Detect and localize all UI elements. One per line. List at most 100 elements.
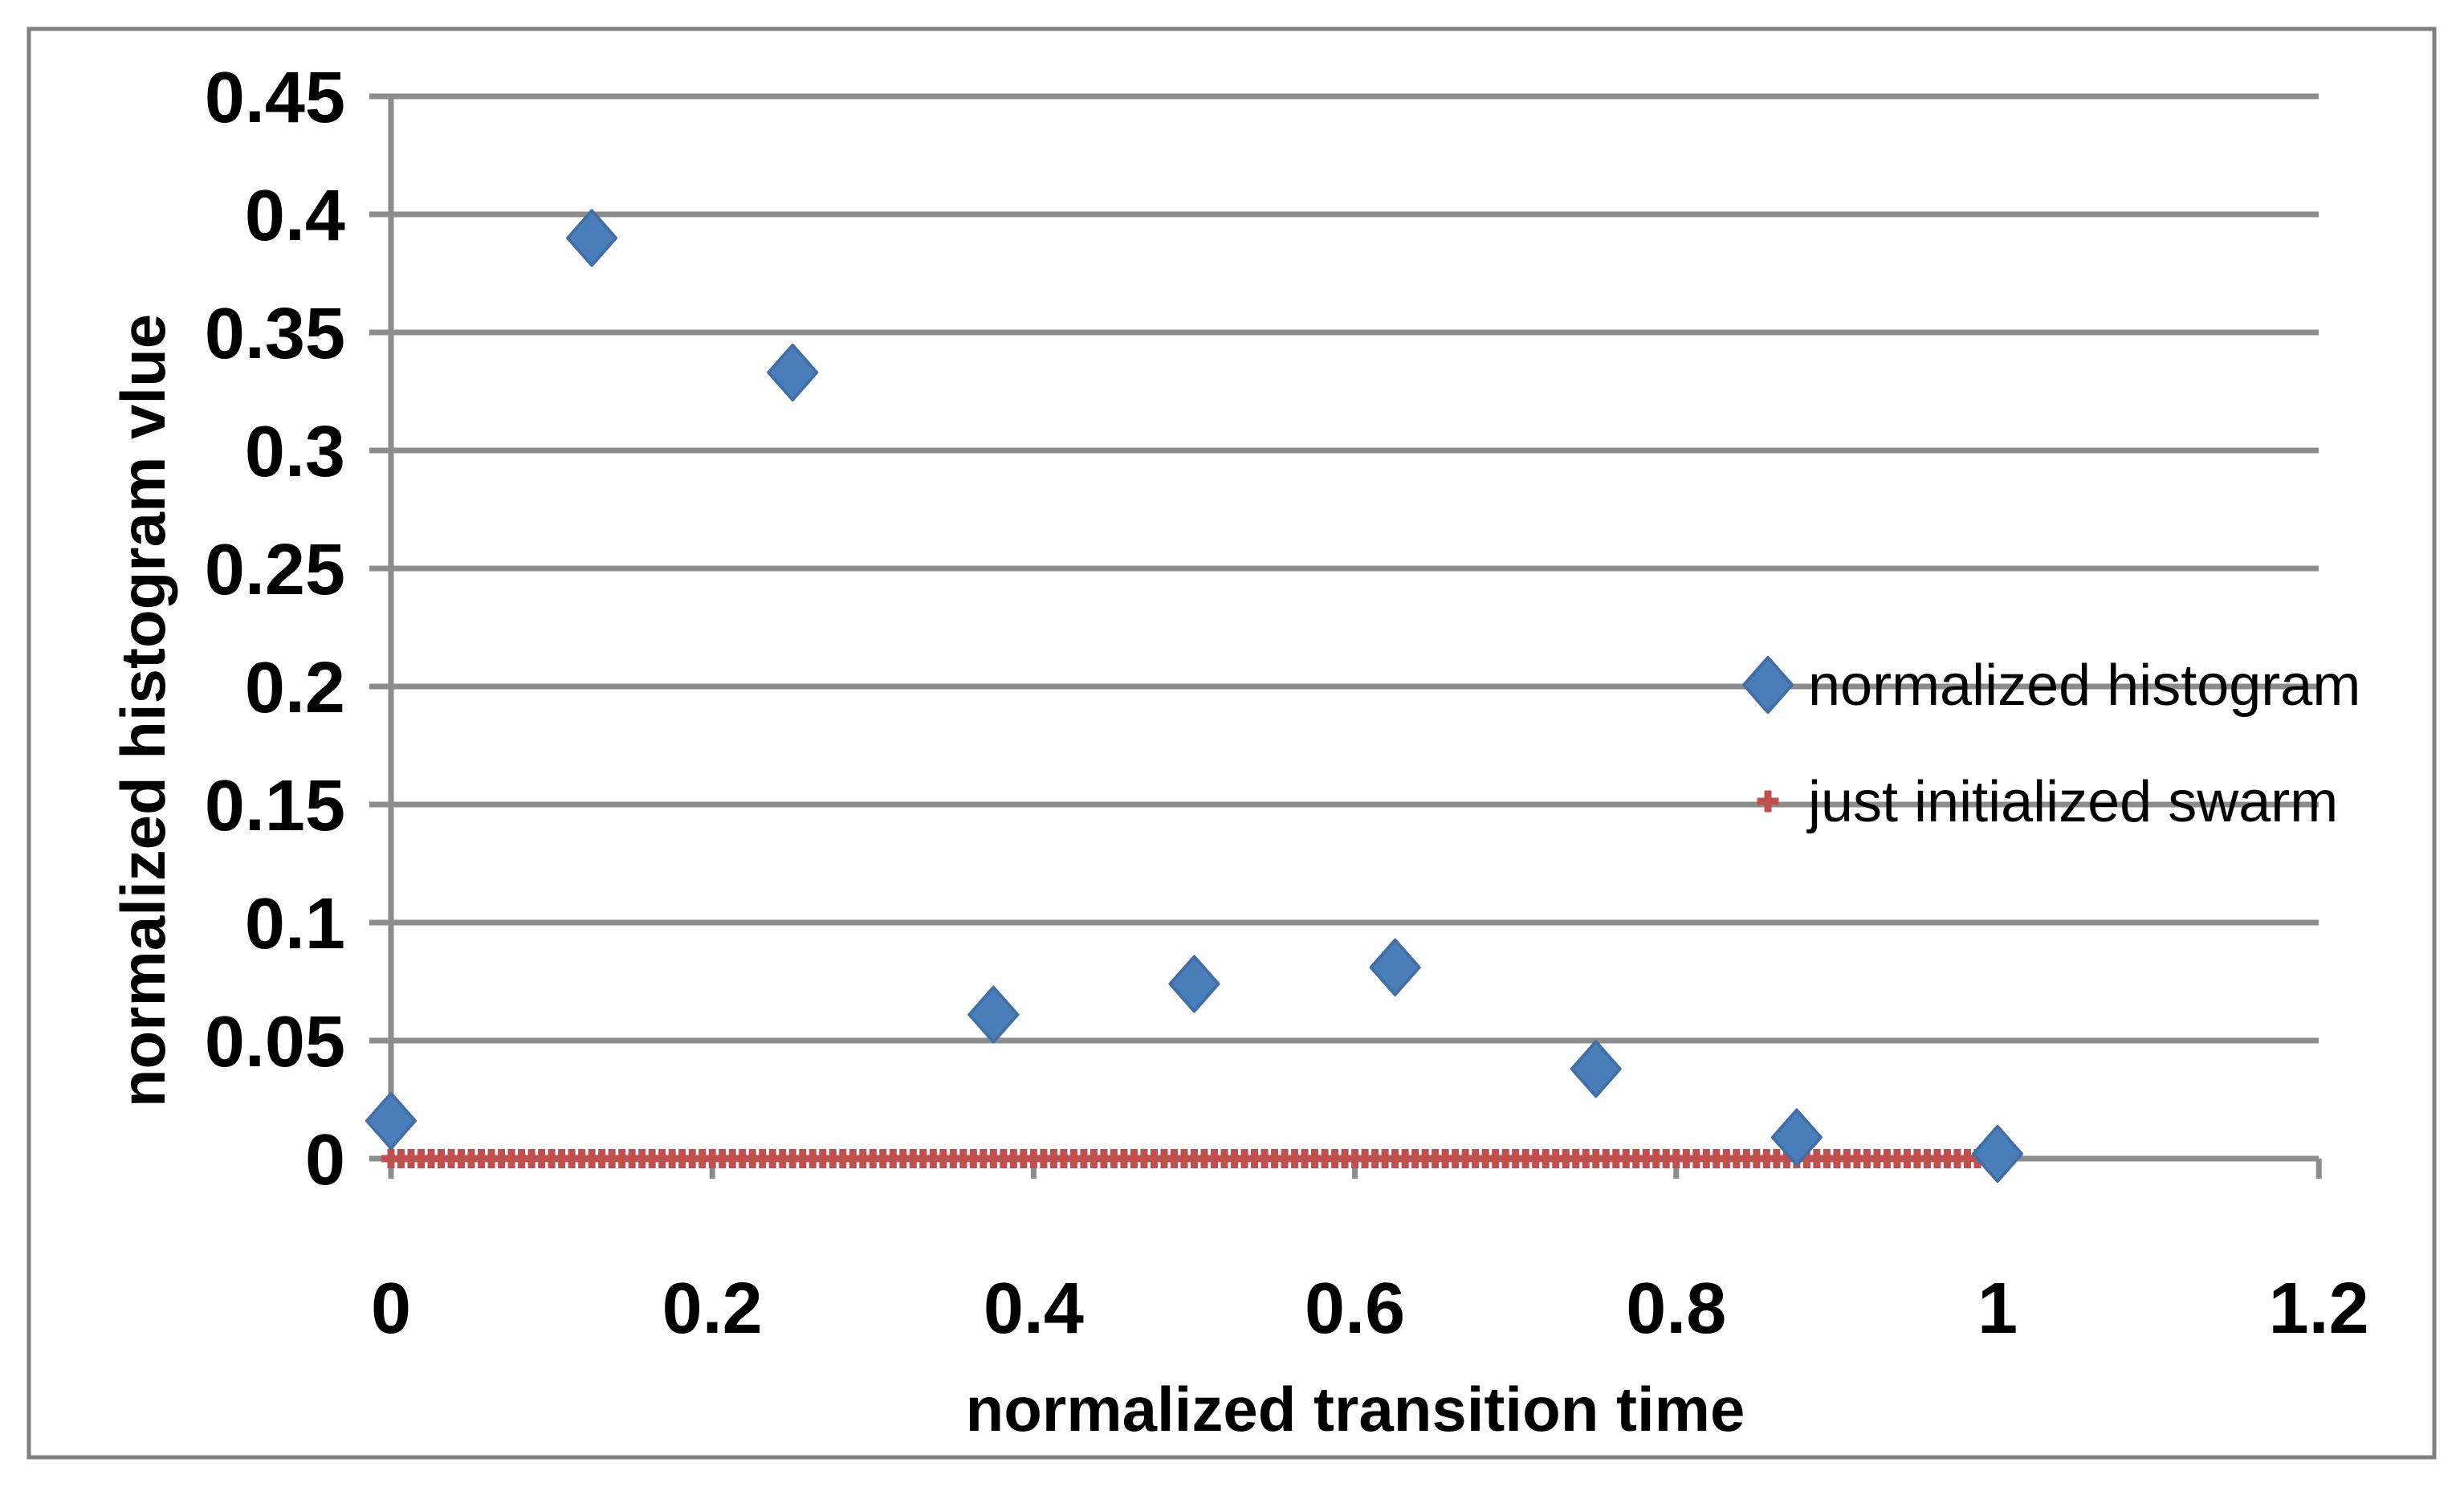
swarm-point-plus — [1802, 1149, 1810, 1168]
swarm-point-plus — [527, 1149, 536, 1168]
swarm-point-plus — [979, 1149, 988, 1168]
swarm-point-plus — [1843, 1149, 1851, 1168]
swarm-point-plus — [779, 1149, 787, 1168]
swarm-point-plus — [849, 1149, 857, 1168]
swarm-point-plus — [808, 1149, 817, 1168]
swarm-point-plus — [1150, 1149, 1158, 1168]
x-tick-label: 0.4 — [984, 1269, 1084, 1349]
swarm-point-plus — [507, 1149, 515, 1168]
swarm-point-plus — [1080, 1149, 1088, 1168]
swarm-point-plus — [788, 1149, 796, 1168]
x-tick-label: 0.2 — [662, 1269, 763, 1349]
swarm-point-plus — [1211, 1149, 1219, 1168]
y-tick-label: 0.05 — [205, 1002, 345, 1082]
swarm-point-plus — [447, 1149, 455, 1168]
x-tick-label: 0 — [371, 1269, 411, 1349]
swarm-point-plus — [1582, 1149, 1590, 1168]
swarm-point-plus — [869, 1149, 877, 1168]
swarm-point-plus — [1963, 1149, 1971, 1168]
swarm-point-plus — [688, 1149, 696, 1168]
swarm-point-plus — [1642, 1149, 1650, 1168]
swarm-point-plus — [1110, 1149, 1118, 1168]
swarm-point-plus — [1682, 1149, 1690, 1168]
swarm-point-plus — [1200, 1149, 1208, 1168]
swarm-point-plus — [1753, 1149, 1761, 1168]
histogram-point-diamond — [365, 1091, 417, 1150]
y-tick-label: 0.3 — [245, 412, 345, 492]
swarm-point-plus — [658, 1149, 666, 1168]
y-tick-label: 0.15 — [205, 766, 345, 846]
swarm-point-plus — [1391, 1149, 1399, 1168]
swarm-point-plus — [1130, 1149, 1138, 1168]
swarm-point-plus — [1863, 1149, 1871, 1168]
swarm-point-plus — [1321, 1149, 1329, 1168]
swarm-point-plus — [909, 1149, 917, 1168]
swarm-point-plus — [1953, 1149, 1961, 1168]
swarm-point-plus — [1461, 1149, 1469, 1168]
swarm-point-plus — [1069, 1149, 1077, 1168]
swarm-point-plus — [698, 1149, 707, 1168]
swarm-point-plus — [1883, 1149, 1891, 1168]
swarm-point-plus — [1913, 1149, 1921, 1168]
swarm-point-plus — [1401, 1149, 1409, 1168]
swarm-point-plus — [1281, 1149, 1289, 1168]
swarm-point-plus — [1572, 1149, 1580, 1168]
swarm-point-plus — [1441, 1149, 1449, 1168]
histogram-point-diamond — [566, 209, 618, 267]
swarm-point-plus — [989, 1149, 997, 1168]
swarm-point-plus — [1501, 1149, 1509, 1168]
swarm-point-plus — [829, 1149, 837, 1168]
swarm-point-plus — [1692, 1149, 1700, 1168]
histogram-point-diamond — [1570, 1040, 1622, 1098]
gridlines-group — [369, 93, 2319, 1162]
swarm-point-plus — [1411, 1149, 1419, 1168]
swarm-point-plus — [1341, 1149, 1349, 1168]
swarm-point-plus — [768, 1149, 776, 1168]
swarm-point-plus — [1592, 1149, 1600, 1168]
swarm-point-plus — [1512, 1149, 1520, 1168]
swarm-point-plus — [1160, 1149, 1168, 1168]
swarm-point-plus — [1813, 1149, 1821, 1168]
x-tick-label: 0.6 — [1305, 1269, 1405, 1349]
swarm-point-plus — [1733, 1149, 1741, 1168]
swarm-point-plus — [1371, 1149, 1379, 1168]
swarm-point-plus — [1612, 1149, 1620, 1168]
histogram-point-diamond — [767, 343, 819, 401]
tick-labels-group: 0 0.05 0.1 0.15 0.2 0.25 0.3 0.35 0.4 0.45 0 0.2 0.4… — [205, 58, 2369, 1349]
swarm-point-plus — [1060, 1149, 1068, 1168]
swarm-point-plus — [1823, 1149, 1831, 1168]
swarm-point-plus — [1421, 1149, 1429, 1168]
swarm-point-plus — [1311, 1149, 1319, 1168]
swarm-point-plus — [387, 1149, 395, 1168]
swarm-point-plus — [1009, 1149, 1017, 1168]
legend-marker-diamond-icon — [1742, 656, 1794, 714]
swarm-point-plus — [819, 1149, 827, 1168]
histogram-point-diamond — [1168, 955, 1220, 1013]
swarm-point-plus — [678, 1149, 686, 1168]
swarm-point-plus — [397, 1149, 405, 1168]
x-tick-label: 0.8 — [1626, 1269, 1726, 1349]
swarm-point-plus — [1492, 1149, 1500, 1168]
y-tick-label: 0 — [305, 1120, 345, 1200]
swarm-point-plus — [969, 1149, 977, 1168]
axes-group — [388, 96, 2322, 1179]
swarm-point-plus — [728, 1149, 736, 1168]
y-tick-label: 0.2 — [245, 648, 345, 728]
swarm-point-plus — [638, 1149, 646, 1168]
swarm-point-plus — [1542, 1149, 1550, 1168]
swarm-point-plus — [458, 1149, 466, 1168]
swarm-point-plus — [1029, 1149, 1037, 1168]
histogram-point-diamond — [1369, 938, 1421, 996]
swarm-point-plus — [1472, 1149, 1480, 1168]
swarm-point-plus — [1893, 1149, 1901, 1168]
swarm-point-plus — [1632, 1149, 1640, 1168]
swarm-point-plus — [959, 1149, 967, 1168]
swarm-point-plus — [1251, 1149, 1259, 1168]
swarm-point-plus — [1481, 1149, 1489, 1168]
swarm-point-plus — [518, 1149, 526, 1168]
swarm-point-plus — [1120, 1149, 1128, 1168]
swarm-point-plus — [1873, 1149, 1881, 1168]
swarm-point-plus — [1180, 1149, 1188, 1168]
swarm-point-plus — [588, 1149, 596, 1168]
